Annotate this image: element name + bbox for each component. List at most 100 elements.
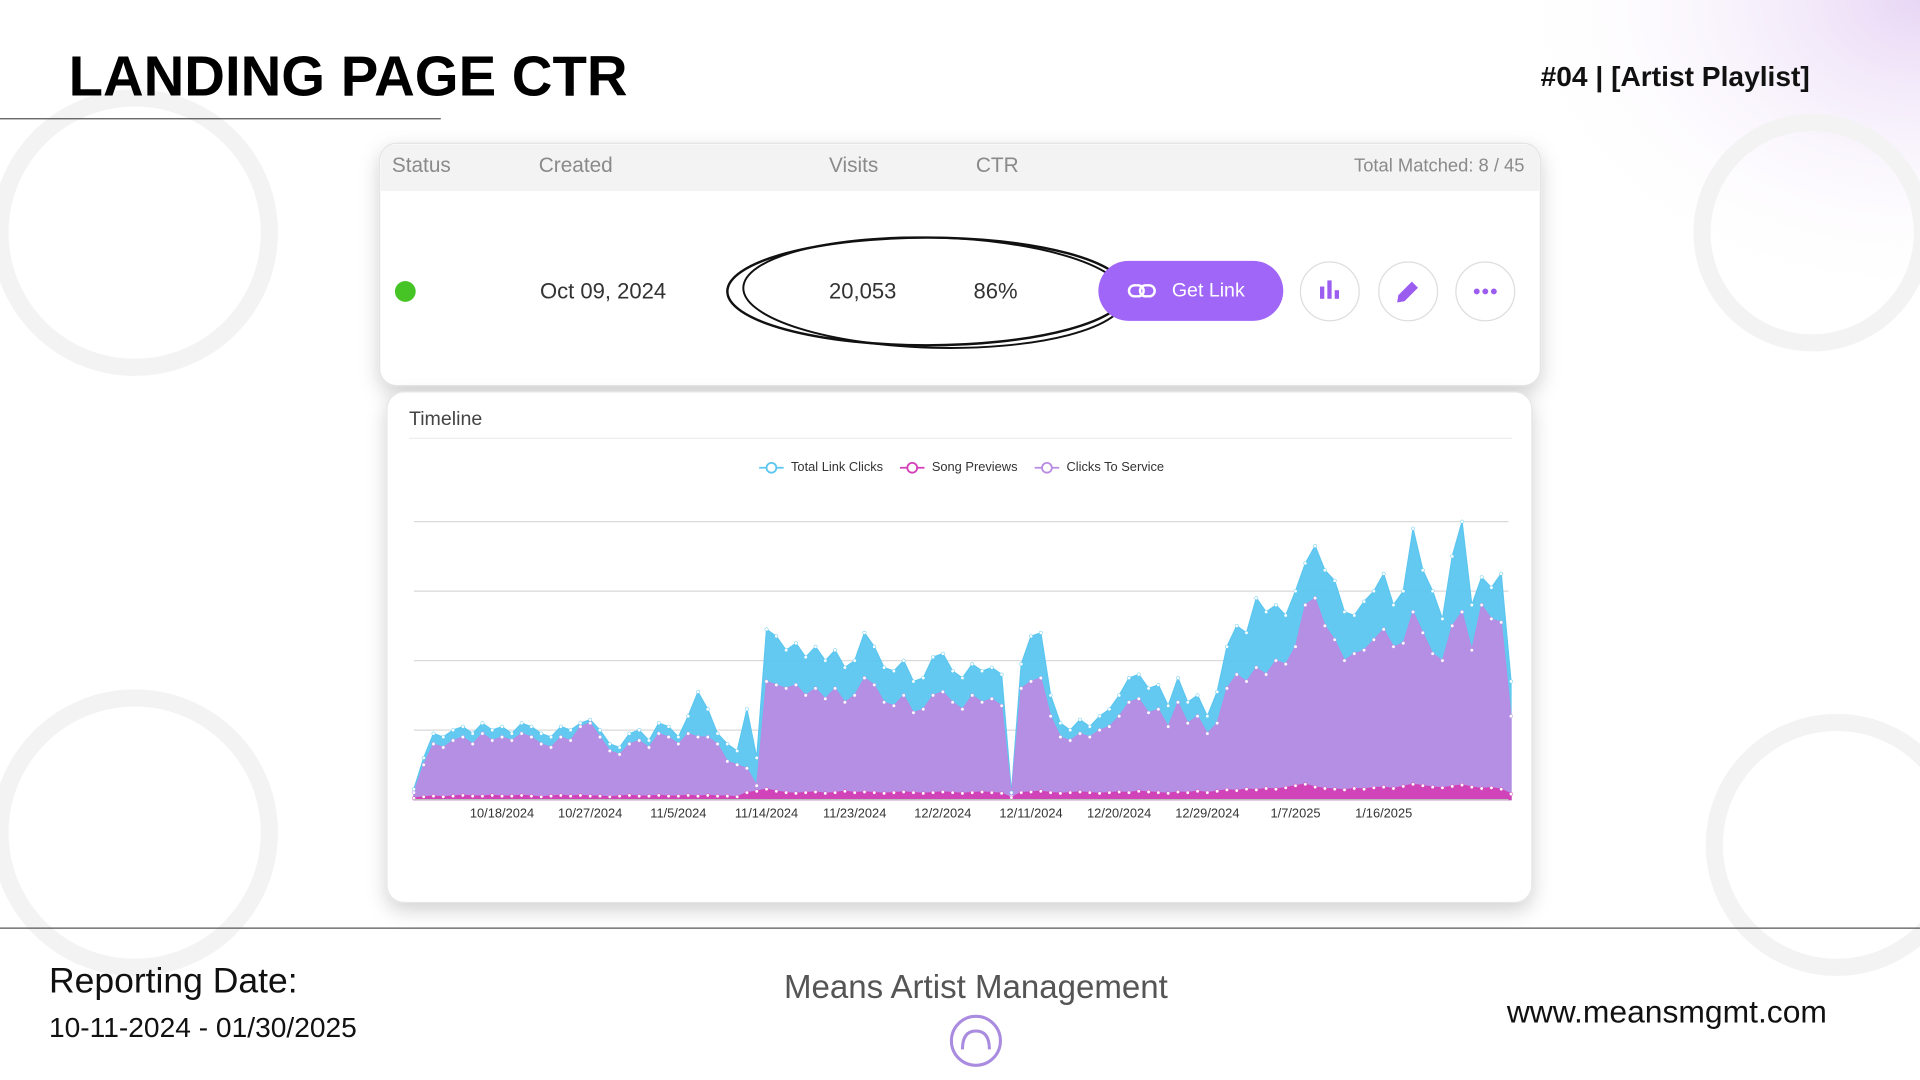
data-point [490, 728, 495, 733]
data-point [539, 794, 544, 799]
get-link-bg[interactable] [1098, 260, 1284, 321]
data-point [1127, 676, 1131, 680]
data-point [1420, 783, 1425, 788]
data-point [1244, 787, 1249, 792]
data-point [1029, 679, 1033, 684]
data-point [1156, 682, 1161, 687]
data-point [744, 790, 749, 795]
data-point [539, 731, 544, 736]
data-point [715, 731, 720, 736]
legend-item: Total Link Clicks [759, 459, 883, 474]
data-point [1048, 714, 1053, 719]
data-point [1175, 789, 1180, 794]
data-point [940, 651, 945, 656]
chart-title: Timeline [409, 408, 482, 430]
data-point [1313, 543, 1318, 548]
data-point [1420, 568, 1425, 573]
data-point [1029, 634, 1033, 639]
data-point [627, 731, 632, 736]
data-point [1156, 790, 1161, 795]
data-point [1313, 785, 1318, 790]
data-point [989, 665, 994, 670]
data-point [1489, 616, 1494, 621]
timeline-chart: 10/18/2024 10/27/2024 11/5/2024 11/14/2024 1… [411, 459, 1513, 821]
data-point [588, 794, 593, 799]
data-point [431, 731, 436, 736]
data-point [833, 648, 838, 653]
data-point [1411, 526, 1416, 531]
data-point [989, 790, 994, 795]
data-point [666, 735, 671, 740]
data-point [1469, 603, 1474, 607]
data-point [666, 794, 671, 799]
edit-button[interactable] [1378, 261, 1439, 322]
data-point [764, 679, 769, 684]
more-button[interactable] [1455, 261, 1516, 322]
company-name: Means Artist Management [784, 969, 1168, 1006]
data-point [1175, 700, 1180, 705]
x-tick-label: 1/16/2025 [1355, 806, 1412, 821]
data-point [1469, 785, 1474, 790]
data-point [637, 738, 642, 743]
data-point [882, 791, 887, 796]
data-point [911, 679, 916, 684]
legend-label: Clicks To Service [1067, 459, 1165, 474]
data-point [1332, 787, 1337, 792]
data-point [793, 791, 798, 796]
data-point [1234, 672, 1239, 677]
data-point [578, 721, 583, 726]
data-point [1352, 651, 1357, 656]
data-point [1489, 585, 1494, 590]
data-point [1175, 676, 1180, 680]
data-point [1371, 589, 1376, 594]
data-point [1362, 648, 1367, 653]
data-point [1205, 790, 1210, 795]
data-point [607, 794, 612, 799]
get-link-label[interactable]: Get Link [1172, 280, 1245, 302]
data-point [1401, 784, 1406, 789]
data-point [686, 793, 691, 798]
data-point [1303, 603, 1308, 607]
data-point [1205, 731, 1210, 736]
data-point [891, 790, 896, 795]
data-point [921, 676, 926, 680]
data-point [1009, 795, 1014, 800]
data-point [803, 693, 808, 698]
legend-label: Total Link Clicks [791, 459, 883, 474]
stats-button[interactable] [1299, 261, 1360, 322]
data-point [1185, 721, 1190, 726]
data-point [686, 731, 691, 736]
data-point [1293, 589, 1298, 594]
data-point [1479, 575, 1484, 580]
data-point [1136, 696, 1141, 701]
data-point [647, 794, 651, 799]
data-point [695, 794, 700, 799]
data-point [1166, 703, 1171, 708]
data-point [441, 794, 446, 799]
data-point [872, 644, 877, 649]
data-point [1499, 620, 1504, 625]
data-point [1322, 623, 1327, 628]
data-point [1440, 616, 1445, 621]
data-point [1450, 784, 1455, 789]
data-point [607, 748, 612, 753]
data-point [940, 789, 945, 794]
data-point [558, 735, 563, 740]
reporting-label: Reporting Date: [49, 961, 298, 1001]
data-point [774, 789, 779, 794]
data-point [931, 693, 936, 698]
x-tick-label: 11/14/2024 [735, 806, 798, 821]
data-point [509, 738, 514, 743]
data-point [1078, 731, 1082, 736]
data-point [725, 759, 730, 764]
data-point [1107, 724, 1112, 729]
data-point [901, 789, 906, 794]
data-point [833, 686, 838, 691]
data-point [500, 794, 505, 799]
data-point [1509, 792, 1513, 796]
data-point [1185, 700, 1190, 705]
get-link-button[interactable]: Get Link [1098, 260, 1284, 321]
data-point [1117, 714, 1122, 719]
data-point [1234, 623, 1239, 628]
data-point [1078, 789, 1082, 794]
